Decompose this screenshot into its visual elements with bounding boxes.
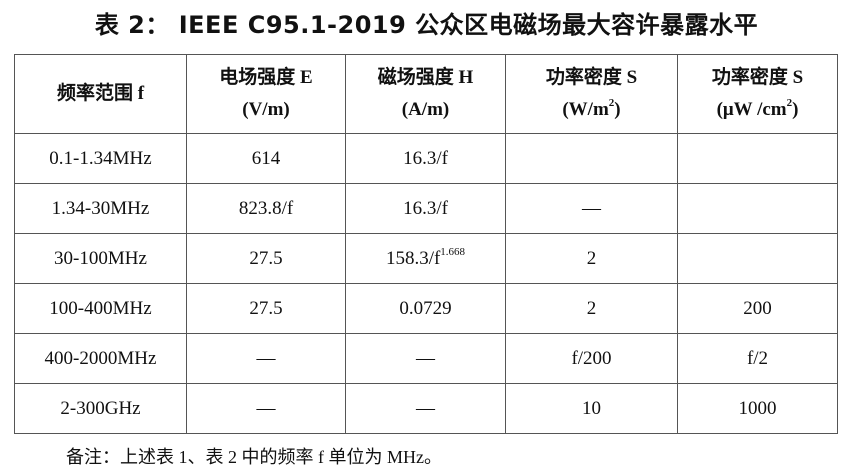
header-row: 频率范围 f 电场强度 E (V/m) 磁场强度 H (A/m) 功率密度 S … <box>14 54 838 134</box>
cell-magnetic-field: 16.3/f <box>345 133 506 184</box>
cell-power-density-uw <box>677 133 838 184</box>
cell-power-density-w: 10 <box>505 383 678 434</box>
cell-magnetic-field: — <box>345 383 506 434</box>
header-label: 功率密度 S <box>545 67 638 88</box>
cell-frequency: 400-2000MHz <box>14 333 187 384</box>
cell-power-density-w: f/200 <box>505 333 678 384</box>
cell-power-density-w: 2 <box>505 283 678 334</box>
cell-electric-field: — <box>186 333 346 384</box>
table-row: 30-100MHz 27.5 158.3/f1.668 2 <box>14 233 838 284</box>
header-label: 功率密度 S <box>711 67 804 88</box>
header-unit: (V/m) <box>242 99 290 120</box>
cell-electric-field: 823.8/f <box>186 183 346 234</box>
table-row: 400-2000MHz — — f/200 f/2 <box>14 333 838 384</box>
cell-frequency: 0.1-1.34MHz <box>14 133 187 184</box>
cell-power-density-w: — <box>505 183 678 234</box>
cell-electric-field: — <box>186 383 346 434</box>
header-unit: (A/m) <box>401 99 450 120</box>
cell-power-density-uw <box>677 183 838 234</box>
header-frequency: 频率范围 f <box>14 54 187 134</box>
cell-electric-field: 27.5 <box>186 283 346 334</box>
cell-electric-field: 27.5 <box>186 233 346 284</box>
cell-frequency: 30-100MHz <box>14 233 187 284</box>
cell-power-density-uw: 200 <box>677 283 838 334</box>
cell-magnetic-field: — <box>345 333 506 384</box>
header-electric-field: 电场强度 E (V/m) <box>186 54 346 134</box>
cell-power-density-uw: f/2 <box>677 333 838 384</box>
cell-frequency: 2-300GHz <box>14 383 187 434</box>
header-label: 电场强度 E <box>219 67 313 88</box>
table-title: 表 2： IEEE C95.1-2019 公众区电磁场最大容许暴露水平 <box>94 11 759 39</box>
exposure-limits-table: 频率范围 f 电场强度 E (V/m) 磁场强度 H (A/m) 功率密度 S … <box>14 54 838 434</box>
header-unit: (W/m2) <box>562 97 621 121</box>
cell-magnetic-field: 16.3/f <box>345 183 506 234</box>
footnote: 备注：上述表 1、表 2 中的频率 f 单位为 MHz。 <box>66 447 442 467</box>
exponent: 1.668 <box>440 245 466 258</box>
cell-frequency: 100-400MHz <box>14 283 187 334</box>
cell-magnetic-field: 0.0729 <box>345 283 506 334</box>
cell-power-density-uw: 1000 <box>677 383 838 434</box>
cell-magnetic-field: 158.3/f1.668 <box>345 233 506 284</box>
cell-frequency: 1.34-30MHz <box>14 183 187 234</box>
header-unit: (μW /cm2) <box>716 97 799 121</box>
header-power-density-uw: 功率密度 S (μW /cm2) <box>677 54 838 134</box>
cell-power-density-w <box>505 133 678 184</box>
cell-power-density-w: 2 <box>505 233 678 284</box>
cell-power-density-uw <box>677 233 838 284</box>
header-power-density-w: 功率密度 S (W/m2) <box>505 54 678 134</box>
table-row: 0.1-1.34MHz 614 16.3/f <box>14 133 838 184</box>
header-label: 磁场强度 H <box>377 67 474 88</box>
table-row: 100-400MHz 27.5 0.0729 2 200 <box>14 283 838 334</box>
table-row: 1.34-30MHz 823.8/f 16.3/f — <box>14 183 838 234</box>
header-magnetic-field: 磁场强度 H (A/m) <box>345 54 506 134</box>
cell-electric-field: 614 <box>186 133 346 184</box>
table-row: 2-300GHz — —10 1000 <box>14 383 838 434</box>
